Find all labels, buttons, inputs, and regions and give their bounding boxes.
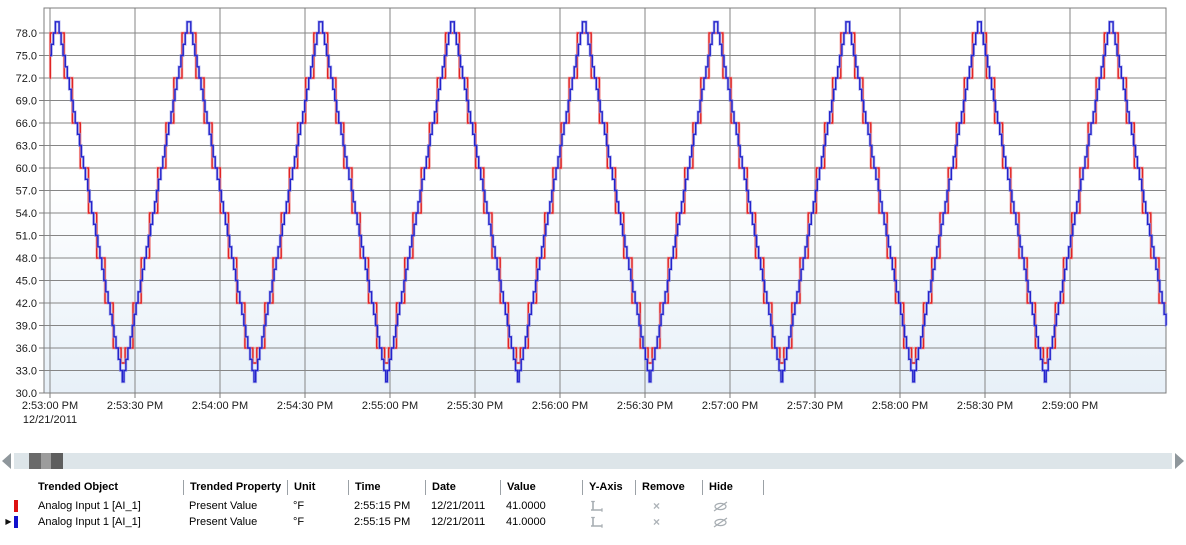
y-axis-icon[interactable] [590,516,604,529]
x-tick-label: 2:56:30 PM [617,400,673,412]
y-tick-label: 57.0 [16,186,37,198]
scrollbar-thumb-left-grip[interactable] [29,453,41,469]
col-header-unit[interactable]: Unit [287,479,348,495]
y-tick-label: 66.0 [16,118,37,130]
col-header-spacer [0,479,36,495]
scrollbar-thumb[interactable] [29,453,63,469]
scrollbar-thumb-center[interactable] [41,453,51,469]
series-color-swatch [14,516,18,528]
x-tick-label: 2:53:30 PM [107,400,163,412]
cell-date: 12/21/2011 [431,499,486,512]
x-tick-label: 2:54:00 PM [192,400,248,412]
remove-icon[interactable]: × [653,515,661,529]
y-tick-label: 33.0 [16,366,37,378]
y-tick-label: 54.0 [16,208,37,220]
col-header-y-axis[interactable]: Y-Axis [582,479,635,495]
table-row[interactable]: ▶ Analog Input 1 [AI_1] Present Value °F… [0,514,763,530]
cell-trended-property: Present Value [189,499,258,512]
table-row[interactable]: ▶ Analog Input 1 [AI_1] Present Value °F… [0,498,763,514]
trend-chart[interactable]: 78.0 75.0 72.0 69.0 66.0 63.0 60.0 57.0 54.0 51.0… [0,0,1186,445]
x-tick-label: 2:55:30 PM [447,400,503,412]
col-header-trended-property[interactable]: Trended Property [183,479,287,495]
y-tick-label: 36.0 [16,343,37,355]
table-header: Trended Object Trended Property Unit Tim… [0,477,764,497]
scroll-left-arrow-icon[interactable] [2,453,11,469]
col-header-date[interactable]: Date [425,479,500,495]
plot-area[interactable] [44,8,1166,393]
x-axis-date-label: 12/21/2011 [23,414,77,426]
x-tick-label: 2:53:00 PM [22,400,78,412]
cell-time: 2:55:15 PM [354,499,411,512]
horizontal-scrollbar[interactable] [0,452,1186,470]
y-tick-label: 63.0 [16,141,37,153]
y-tick-label: 60.0 [16,163,37,175]
cell-value: 41.0000 [506,515,546,528]
col-header-trended-object[interactable]: Trended Object [38,480,119,493]
y-tick-label: 30.0 [16,388,37,400]
x-tick-label: 2:57:00 PM [702,400,758,412]
y-tick-label: 72.0 [16,73,37,85]
y-tick-label: 42.0 [16,298,37,310]
x-tick-label: 2:55:00 PM [362,400,418,412]
x-tick-label: 2:54:30 PM [277,400,333,412]
selected-row-indicator-icon: ▶ [5,517,12,526]
x-tick-label: 2:58:00 PM [872,400,928,412]
y-tick-label: 75.0 [16,51,37,63]
remove-icon[interactable]: × [653,499,661,513]
x-tick-label: 2:58:30 PM [957,400,1013,412]
col-header-end-separator [763,479,764,495]
cell-trended-object: Analog Input 1 [AI_1] [38,515,141,528]
y-tick-label: 39.0 [16,321,37,333]
y-tick-label: 51.0 [16,231,37,243]
y-tick-label: 69.0 [16,96,37,108]
plot-border [43,7,1167,394]
cell-time: 2:55:15 PM [354,515,411,528]
hide-icon[interactable] [712,517,729,528]
cell-value: 41.0000 [506,499,546,512]
y-tick-label: 45.0 [16,276,37,288]
cell-trended-object: Analog Input 1 [AI_1] [38,499,141,512]
cell-trended-property: Present Value [189,515,258,528]
series-line [50,21,1167,383]
y-tick-label: 78.0 [16,28,37,40]
col-header-time[interactable]: Time [348,479,425,495]
x-tick-label: 2:57:30 PM [787,400,843,412]
x-tick-label: 2:56:00 PM [532,400,588,412]
hide-icon[interactable] [712,501,729,512]
cell-unit: °F [293,515,305,528]
y-tick-label: 48.0 [16,253,37,265]
y-axis-icon[interactable] [590,500,604,513]
scroll-right-arrow-icon[interactable] [1175,453,1184,469]
cell-unit: °F [293,499,305,512]
col-header-value[interactable]: Value [500,479,582,495]
col-header-hide[interactable]: Hide [702,479,763,495]
cell-date: 12/21/2011 [431,515,486,528]
scrollbar-thumb-right-grip[interactable] [51,453,63,469]
col-header-remove[interactable]: Remove [635,479,702,495]
x-tick-label: 2:59:00 PM [1042,400,1098,412]
series-color-swatch [14,500,18,512]
scrollbar-track[interactable] [14,453,1172,469]
